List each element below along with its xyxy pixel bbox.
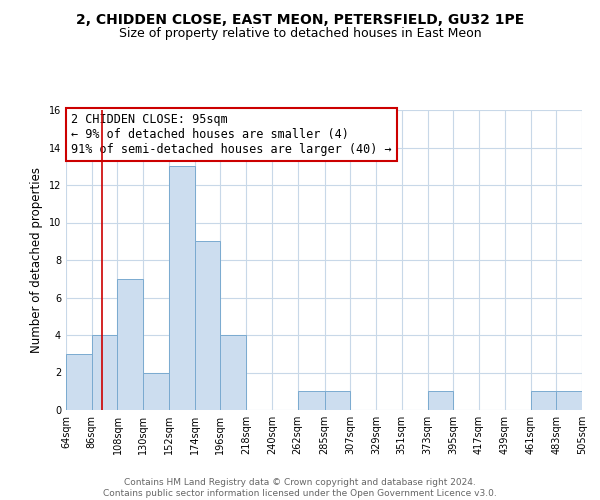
Text: Contains HM Land Registry data © Crown copyright and database right 2024.
Contai: Contains HM Land Registry data © Crown c… bbox=[103, 478, 497, 498]
Y-axis label: Number of detached properties: Number of detached properties bbox=[30, 167, 43, 353]
Bar bbox=[530, 391, 556, 410]
Bar bbox=[428, 391, 453, 410]
Bar bbox=[92, 335, 118, 410]
Bar bbox=[556, 391, 582, 410]
Text: Size of property relative to detached houses in East Meon: Size of property relative to detached ho… bbox=[119, 28, 481, 40]
Bar bbox=[143, 372, 169, 410]
Bar bbox=[195, 242, 220, 410]
Bar bbox=[298, 391, 325, 410]
Bar bbox=[66, 354, 92, 410]
Bar bbox=[169, 166, 195, 410]
Bar bbox=[325, 391, 350, 410]
Text: 2, CHIDDEN CLOSE, EAST MEON, PETERSFIELD, GU32 1PE: 2, CHIDDEN CLOSE, EAST MEON, PETERSFIELD… bbox=[76, 12, 524, 26]
Text: 2 CHIDDEN CLOSE: 95sqm
← 9% of detached houses are smaller (4)
91% of semi-detac: 2 CHIDDEN CLOSE: 95sqm ← 9% of detached … bbox=[71, 113, 392, 156]
Bar bbox=[220, 335, 246, 410]
Bar bbox=[118, 279, 143, 410]
